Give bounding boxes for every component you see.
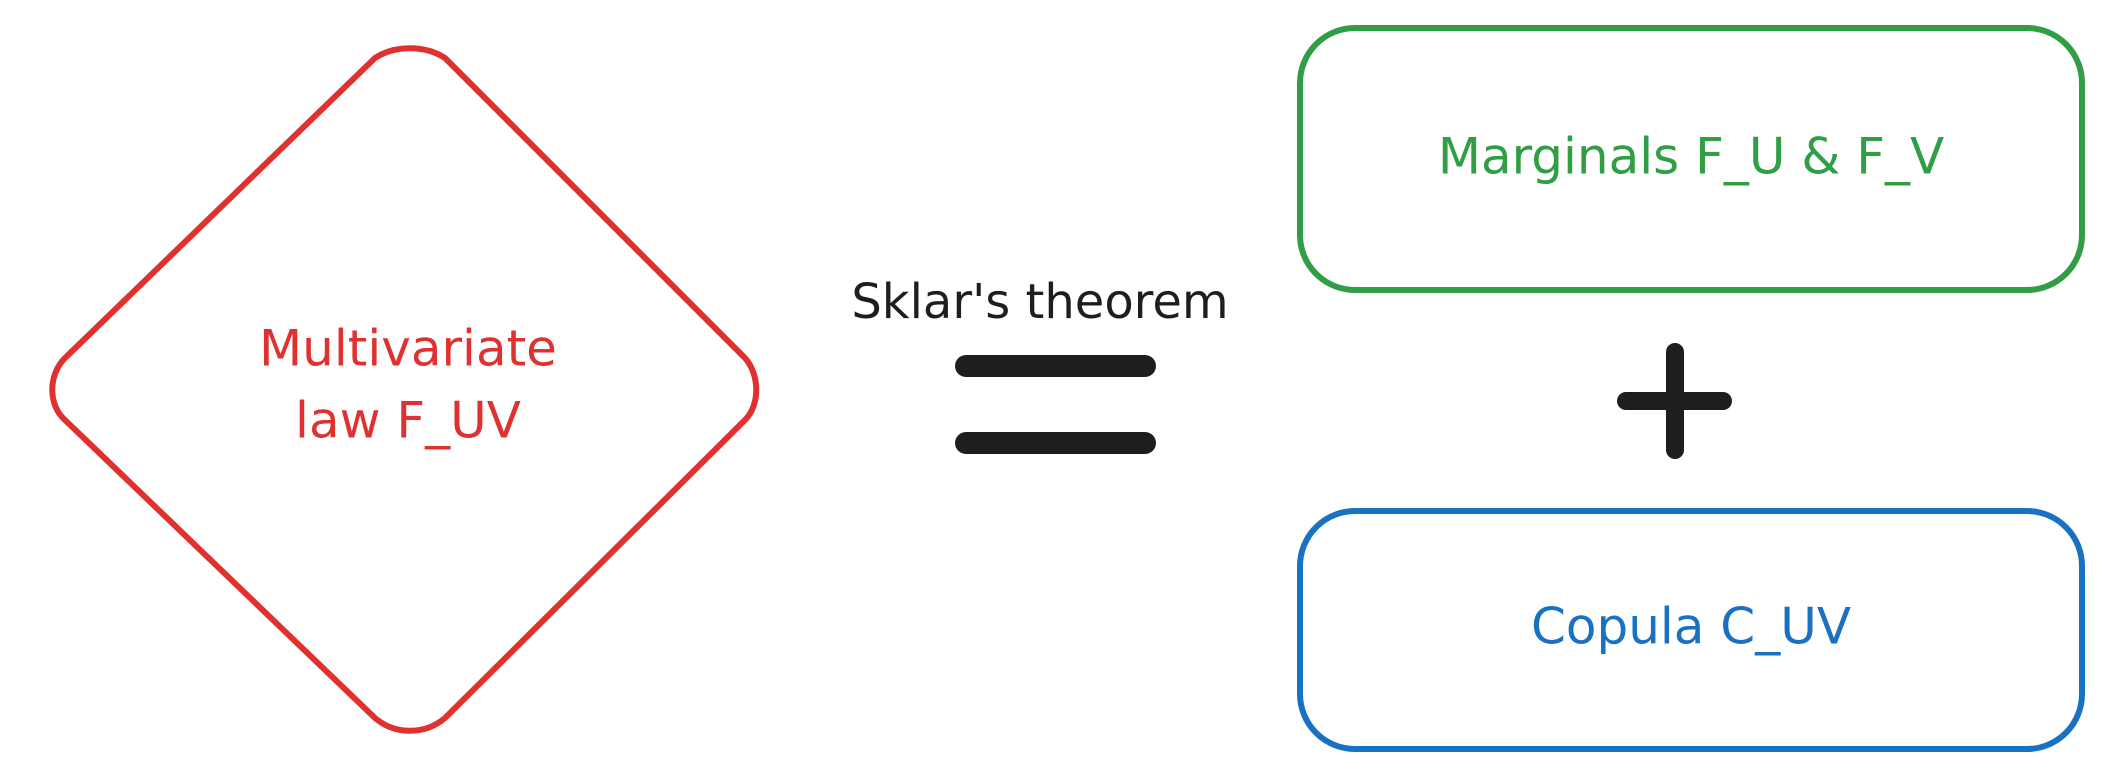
plus-icon — [1617, 343, 1732, 459]
copula-box — [1297, 508, 2085, 752]
equals-icon — [955, 355, 1156, 454]
copula-label: Copula C_UV — [1531, 598, 1851, 656]
sklar-theorem-label: Sklar's theorem — [851, 274, 1228, 330]
marginals-node: Marginals F_U & F_V — [1297, 25, 2085, 293]
multivariate-law-line1: Multivariate — [259, 320, 557, 378]
multivariate-law-line2: law F_UV — [295, 392, 521, 450]
marginals-label: Marginals F_U & F_V — [1438, 128, 1944, 186]
diamond-shape — [49, 45, 760, 734]
copula-node: Copula C_UV — [1297, 508, 2085, 752]
sklar-relation: Sklar's theorem — [851, 274, 1229, 454]
multivariate-law-node: Multivariate law F_UV — [49, 45, 760, 734]
marginals-box — [1297, 25, 2085, 293]
